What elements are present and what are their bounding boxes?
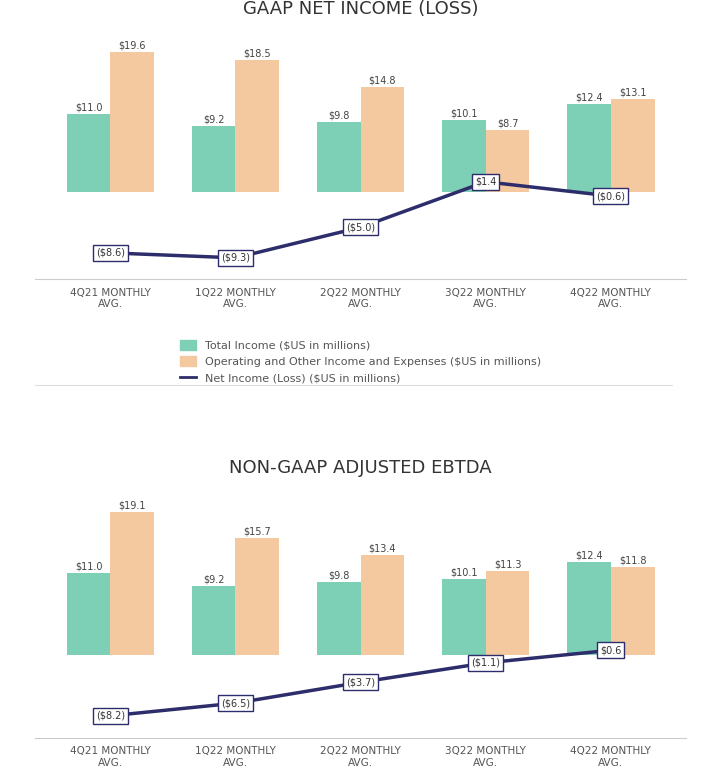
Bar [361,555,404,655]
Text: $10.1: $10.1 [450,109,477,119]
Title: GAAP NET INCOME (LOSS): GAAP NET INCOME (LOSS) [243,1,479,19]
Bar [192,127,235,192]
Text: $8.7: $8.7 [497,118,518,128]
Text: $12.4: $12.4 [575,551,602,561]
Bar [110,52,154,192]
Bar [567,563,611,655]
Bar [486,130,530,192]
Text: $19.6: $19.6 [119,41,146,51]
Text: $9.2: $9.2 [203,575,224,584]
Bar [66,573,110,655]
Bar [361,86,404,192]
Text: ($3.7): ($3.7) [346,678,375,688]
Bar [317,582,361,655]
Bar [235,61,279,192]
Bar [442,120,486,192]
Text: ($9.3): ($9.3) [221,253,250,263]
Bar [110,512,154,655]
Text: $13.1: $13.1 [619,87,646,97]
Text: $19.1: $19.1 [119,501,146,511]
Bar [66,113,110,192]
Text: $9.8: $9.8 [328,110,349,120]
Text: ($6.5): ($6.5) [221,698,250,708]
Text: $11.0: $11.0 [75,561,103,571]
Text: $13.4: $13.4 [369,543,396,553]
Text: ($5.0): ($5.0) [346,222,375,232]
Bar [317,122,361,192]
Text: $9.2: $9.2 [203,115,224,125]
Bar [611,566,655,655]
Text: $1.4: $1.4 [475,177,496,186]
Text: $11.0: $11.0 [75,102,103,112]
Text: ($8.2): ($8.2) [96,711,125,721]
Text: $9.8: $9.8 [328,570,349,580]
Text: $0.6: $0.6 [600,645,621,655]
Bar [611,99,655,192]
Bar [567,103,611,192]
Text: ($0.6): ($0.6) [596,191,625,201]
Bar [235,538,279,655]
Text: $18.5: $18.5 [244,49,271,59]
Text: $10.1: $10.1 [450,568,477,578]
Title: NON-GAAP ADJUSTED EBTDA: NON-GAAP ADJUSTED EBTDA [229,459,492,477]
Text: ($8.6): ($8.6) [96,248,125,258]
Text: $15.7: $15.7 [243,526,271,536]
Text: $12.4: $12.4 [575,92,602,102]
Bar [486,570,530,655]
Text: $11.3: $11.3 [493,559,521,569]
Text: ($1.1): ($1.1) [471,658,500,668]
Legend: Total Income ($US in millions), Operating and Other Income and Expenses ($US in : Total Income ($US in millions), Operatin… [175,336,546,388]
Bar [442,580,486,655]
Text: $14.8: $14.8 [369,75,396,85]
Bar [192,586,235,655]
Text: $11.8: $11.8 [619,556,646,566]
